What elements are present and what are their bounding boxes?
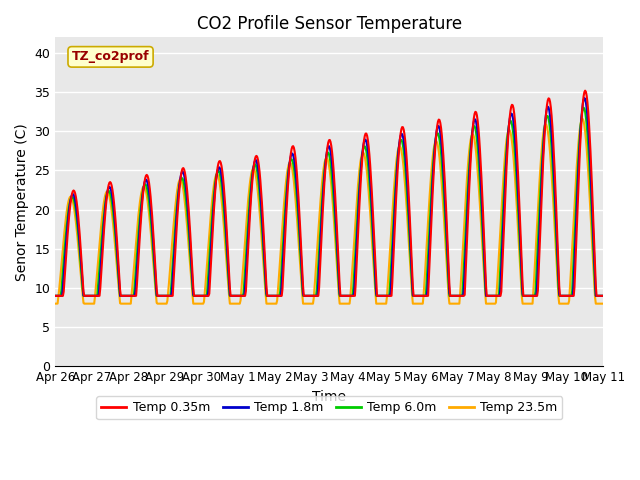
Temp 23.5m [412, 301, 420, 307]
Temp 1.8m [600, 293, 607, 299]
Text: TZ_co2prof: TZ_co2prof [72, 50, 149, 63]
Temp 6.0m [412, 293, 420, 299]
Temp 1.8m [396, 136, 404, 142]
Temp 0.35m [600, 293, 607, 299]
Line: Temp 6.0m: Temp 6.0m [55, 108, 604, 296]
Temp 0.35m [202, 293, 210, 299]
Temp 0.35m [581, 88, 589, 94]
Legend: Temp 0.35m, Temp 1.8m, Temp 6.0m, Temp 23.5m: Temp 0.35m, Temp 1.8m, Temp 6.0m, Temp 2… [97, 396, 563, 420]
Temp 1.8m [202, 293, 210, 299]
Title: CO2 Profile Sensor Temperature: CO2 Profile Sensor Temperature [197, 15, 462, 33]
Temp 6.0m [202, 293, 210, 299]
Temp 23.5m [118, 301, 125, 307]
Temp 6.0m [118, 293, 125, 299]
Temp 1.8m [51, 293, 59, 299]
Temp 0.35m [412, 293, 420, 299]
Temp 0.35m [51, 293, 59, 299]
Line: Temp 1.8m: Temp 1.8m [55, 98, 604, 296]
Temp 1.8m [118, 293, 125, 299]
Temp 6.0m [580, 105, 588, 110]
Temp 1.8m [412, 293, 420, 299]
Temp 0.35m [118, 293, 125, 299]
Y-axis label: Senor Temperature (C): Senor Temperature (C) [15, 123, 29, 281]
Temp 1.8m [173, 205, 181, 211]
Temp 6.0m [61, 240, 69, 245]
Temp 23.5m [173, 187, 181, 193]
Line: Temp 0.35m: Temp 0.35m [55, 91, 604, 296]
Temp 1.8m [580, 95, 588, 101]
Temp 23.5m [396, 144, 404, 149]
Temp 23.5m [579, 116, 586, 122]
Temp 6.0m [173, 200, 181, 205]
Temp 23.5m [600, 301, 607, 307]
Temp 6.0m [396, 139, 404, 145]
X-axis label: Time: Time [312, 390, 346, 404]
Temp 6.0m [51, 293, 59, 299]
Line: Temp 23.5m: Temp 23.5m [55, 119, 604, 304]
Temp 0.35m [396, 137, 404, 143]
Temp 0.35m [61, 266, 69, 272]
Temp 0.35m [173, 215, 181, 221]
Temp 23.5m [61, 221, 69, 227]
Temp 6.0m [600, 293, 607, 299]
Temp 1.8m [61, 252, 69, 258]
Temp 23.5m [202, 272, 210, 278]
Temp 23.5m [51, 301, 59, 307]
